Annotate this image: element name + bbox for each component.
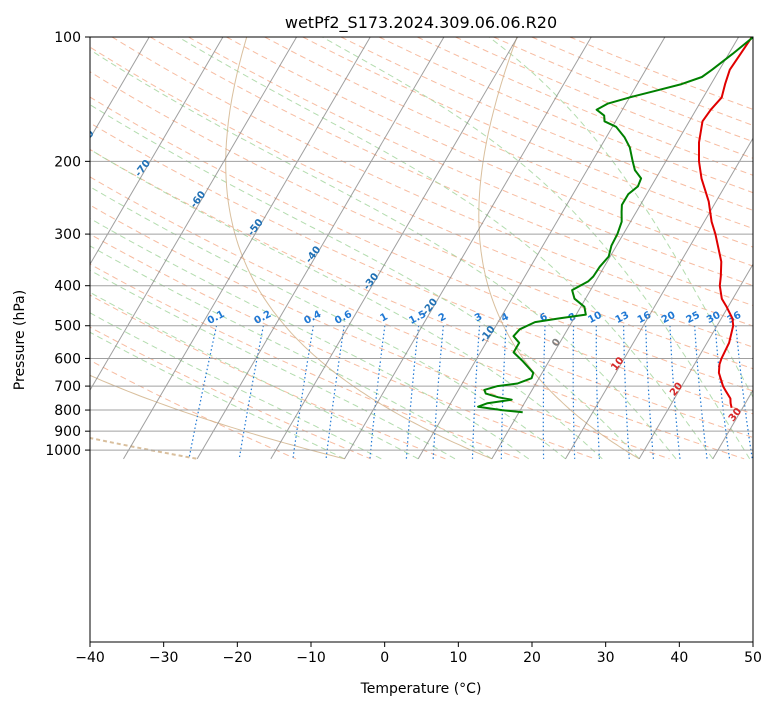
mixing-ratio-line [694, 325, 708, 459]
chart-title: wetPf2_S173.2024.309.06.06.R20 [285, 13, 557, 33]
tan-reference-curve [90, 374, 345, 460]
dry-adiabat-line [149, 37, 753, 307]
isotherm-line [565, 137, 753, 460]
isotherm-line [196, 37, 445, 460]
dry-adiabat-line [90, 326, 371, 460]
x-axis-title: Temperature (°C) [360, 681, 482, 697]
y-tick-label: 500 [54, 319, 81, 335]
mixing-ratio-line [572, 325, 576, 459]
isobar-gridlines [90, 37, 753, 451]
x-tick-label: 50 [744, 650, 762, 666]
x-tick-label: −40 [75, 650, 105, 666]
plot-frame [89, 36, 754, 643]
moist-adiabats [90, 37, 753, 460]
mixing-ratio-label: 3 [473, 311, 484, 324]
isotherm-line [344, 37, 592, 460]
isotherm-line [270, 37, 519, 460]
skewed-isotherms [90, 37, 753, 460]
dry-adiabat-line [90, 148, 753, 438]
sounding-series [477, 37, 753, 414]
moist-adiabat-line [90, 186, 566, 460]
mixing-ratio-line [238, 325, 264, 459]
mixing-ratio-label: 6 [538, 311, 549, 324]
isotherm-line [491, 37, 740, 460]
moist-adiabat-line [90, 331, 345, 460]
isotherm-label: -80 [77, 128, 97, 149]
mixing-ratio-label: 8 [567, 311, 578, 324]
mixing-ratio-line [623, 325, 630, 459]
tan-reference-curve [478, 37, 640, 460]
moist-adiabat-line [488, 37, 753, 399]
dry-adiabat-line [90, 204, 670, 460]
moist-adiabat-line [90, 291, 419, 460]
moist-adiabat-line [90, 49, 677, 460]
isotherm-line [123, 37, 371, 460]
isotherm-line [90, 37, 224, 266]
x-tick-label: −30 [149, 650, 179, 666]
mixing-ratio-line [595, 325, 600, 459]
mixing-ratio-line [188, 325, 218, 459]
y-tick-label: 1000 [45, 443, 81, 459]
mixing-ratio-line [405, 325, 420, 459]
moist-adiabat-line [322, 37, 751, 460]
mixing-ratio-line [542, 325, 546, 459]
y-tick-label: 100 [54, 30, 81, 46]
moist-adiabat-line [178, 37, 714, 460]
dry-adiabat-line [90, 359, 297, 460]
dry-adiabat-line [90, 96, 753, 392]
y-axis: 100 200 300 400 500 600 700 800 900 1000 [45, 30, 90, 459]
y-axis-title: Pressure (hPa) [12, 290, 28, 390]
x-axis: −40 −30 −20 −10 0 10 20 30 40 50 [75, 642, 762, 666]
mixing-ratio-line [714, 325, 731, 459]
isotherm-line [90, 37, 150, 140]
isotherm-line [417, 37, 666, 460]
isotherm-line [638, 263, 753, 460]
moist-adiabat-line [90, 104, 640, 460]
dry-adiabat-line [226, 37, 753, 267]
x-tick-label: −20 [223, 650, 253, 666]
mixing-ratio-label: 2 [437, 311, 448, 324]
x-tick-label: 10 [449, 650, 467, 666]
mixing-ratio-label: 1 [378, 311, 389, 324]
dry-adiabat-line [90, 294, 446, 460]
isotherm-line [90, 37, 298, 392]
y-tick-label: 400 [54, 279, 81, 295]
x-tick-label: 20 [523, 650, 541, 666]
mixing-ratio-line [471, 325, 481, 459]
x-tick-label: 30 [597, 650, 615, 666]
x-tick-label: 0 [380, 650, 389, 666]
dry-adiabat-line [90, 122, 753, 415]
moist-adiabat-line [90, 312, 382, 460]
x-tick-label: −10 [296, 650, 326, 666]
mixing-ratio-line [645, 325, 654, 459]
mixing-ratio-label: 4 [500, 311, 511, 324]
moist-adiabat-line [90, 269, 456, 460]
dry-adiabat-line [90, 233, 595, 460]
dewpoint-profile-line [477, 37, 753, 414]
dry-adiabat-line [90, 176, 745, 460]
moist-adiabat-line [90, 217, 529, 460]
dry-adiabat-line [188, 37, 753, 287]
y-tick-label: 200 [54, 154, 81, 170]
y-tick-label: 700 [54, 379, 81, 395]
dry-adiabat-line [111, 37, 753, 327]
y-tick-label: 300 [54, 227, 81, 243]
x-tick-label: 40 [670, 650, 688, 666]
y-tick-label: 900 [54, 424, 81, 440]
temperature-profile-line [698, 37, 753, 409]
mixing-ratio-line [669, 325, 681, 459]
y-tick-label: 800 [54, 403, 81, 419]
mixing-ratio-line [432, 325, 444, 459]
y-tick-label: 600 [54, 351, 81, 367]
dry-adiabat-line [90, 46, 753, 348]
